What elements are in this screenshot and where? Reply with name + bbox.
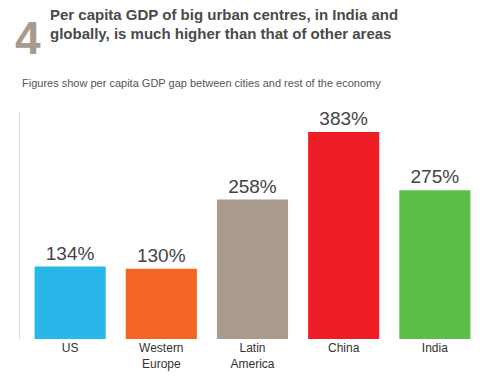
svg-text:383%: 383% xyxy=(319,108,368,129)
svg-text:4: 4 xyxy=(15,12,41,64)
svg-text:130%: 130% xyxy=(137,245,186,266)
svg-text:275%: 275% xyxy=(410,166,459,187)
svg-text:258%: 258% xyxy=(228,176,277,197)
svg-text:India: India xyxy=(422,341,448,355)
svg-text:Per capita GDP of big urban ce: Per capita GDP of big urban centres, in … xyxy=(50,6,398,43)
svg-text:US: US xyxy=(62,341,79,355)
svg-text:WesternEurope: WesternEurope xyxy=(139,341,183,371)
svg-text:LatinAmerica: LatinAmerica xyxy=(230,341,274,371)
svg-text:China: China xyxy=(328,341,360,355)
svg-text:134%: 134% xyxy=(46,243,95,264)
svg-text:Figures show per capita GDP ga: Figures show per capita GDP gap between … xyxy=(22,77,381,89)
